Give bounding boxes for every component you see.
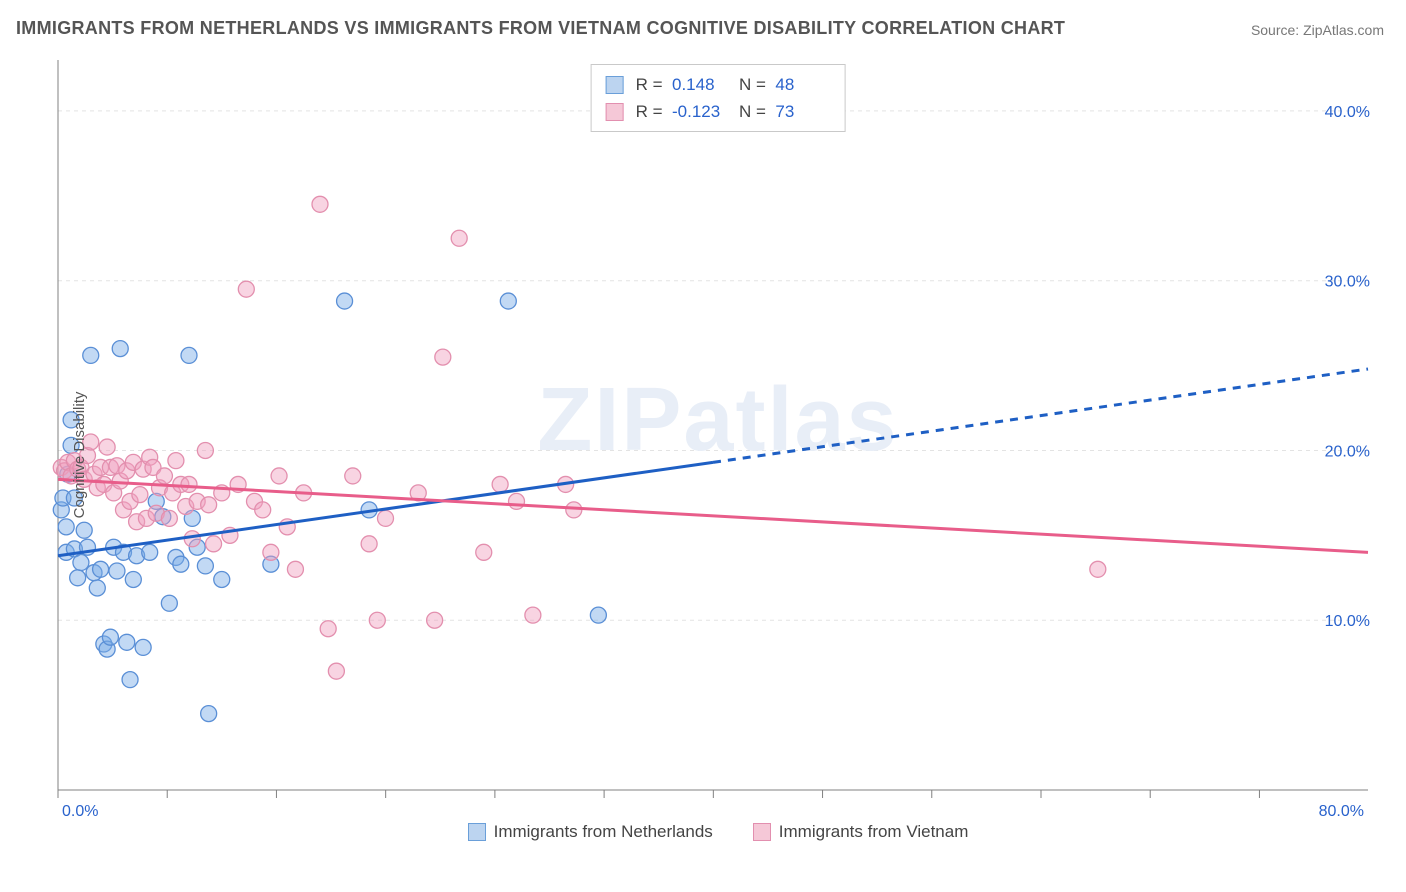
legend-swatch-netherlands [606,76,624,94]
legend-swatch-vietnam [606,103,624,121]
svg-text:0.0%: 0.0% [62,803,98,820]
legend-swatch-bottom-netherlands [468,823,486,841]
r-value-netherlands: 0.148 [672,71,727,98]
n-value-vietnam: 73 [775,98,830,125]
svg-text:30.0%: 30.0% [1325,274,1370,291]
svg-text:10.0%: 10.0% [1325,613,1370,630]
legend-label-vietnam: Immigrants from Vietnam [779,822,969,842]
scatter-plot: 10.0% 20.0% 30.0% 40.0% ZIPatlas 0.0% 80.0% [48,60,1388,820]
chart-container: Cognitive Disability 10.0% 20.0% 30.0% 40.0… [48,60,1388,850]
y-axis-label: Cognitive Disability [71,392,88,519]
source-label: Source: ZipAtlas.com [1251,22,1384,38]
series-legend: Immigrants from Netherlands Immigrants f… [48,822,1388,842]
r-value-vietnam: -0.123 [672,98,727,125]
n-value-netherlands: 48 [775,71,830,98]
chart-title: IMMIGRANTS FROM NETHERLANDS VS IMMIGRANT… [16,18,1065,39]
svg-text:40.0%: 40.0% [1325,104,1370,121]
legend-swatch-bottom-vietnam [753,823,771,841]
legend-label-netherlands: Immigrants from Netherlands [494,822,713,842]
svg-text:80.0%: 80.0% [1319,803,1364,820]
svg-text:20.0%: 20.0% [1325,443,1370,460]
svg-text:ZIPatlas: ZIPatlas [537,370,898,470]
correlation-legend: R = 0.148 N = 48 R = -0.123 N = 73 [591,64,846,132]
